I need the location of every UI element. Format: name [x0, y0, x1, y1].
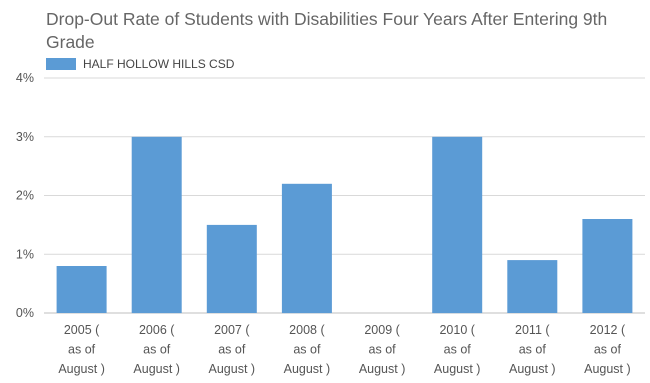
x-category-label: 2011 (as of August ): [509, 323, 556, 376]
x-category-label: 2006 (as of August ): [133, 323, 180, 376]
bar: [206, 224, 257, 313]
x-category-label: 2010 (as of August ): [434, 323, 481, 376]
legend-swatch: [46, 58, 76, 70]
y-tick-label: 3%: [16, 130, 34, 144]
x-category-label: 2005 (as of August ): [58, 323, 105, 376]
bars: [56, 136, 633, 314]
bar: [507, 260, 558, 313]
bar: [281, 183, 332, 314]
x-axis-categories: 2005 (as of August ) 2006 (as of August ) 20…: [58, 323, 630, 376]
bar: [56, 266, 107, 313]
x-category-label: 2012 (as of August ): [584, 323, 631, 376]
bar: [432, 136, 483, 314]
bar: [582, 219, 633, 313]
x-category-label: 2008 (as of August ): [284, 323, 331, 376]
y-axis-ticks: 0% 1% 2% 3% 4%: [16, 71, 34, 320]
chart-title: Drop-Out Rate of Students with Disabilit…: [46, 9, 608, 52]
y-tick-label: 0%: [16, 306, 34, 320]
legend: HALF HOLLOW HILLS CSD: [46, 56, 234, 72]
x-category-label: 2009 (as of August ): [359, 323, 406, 376]
x-category-label: 2007 (as of August ): [209, 323, 256, 376]
y-tick-label: 4%: [16, 71, 34, 85]
y-tick-label: 1%: [16, 247, 34, 261]
bar: [131, 136, 182, 314]
legend-label: HALF HOLLOW HILLS CSD: [83, 57, 235, 71]
y-tick-label: 2%: [16, 189, 34, 203]
